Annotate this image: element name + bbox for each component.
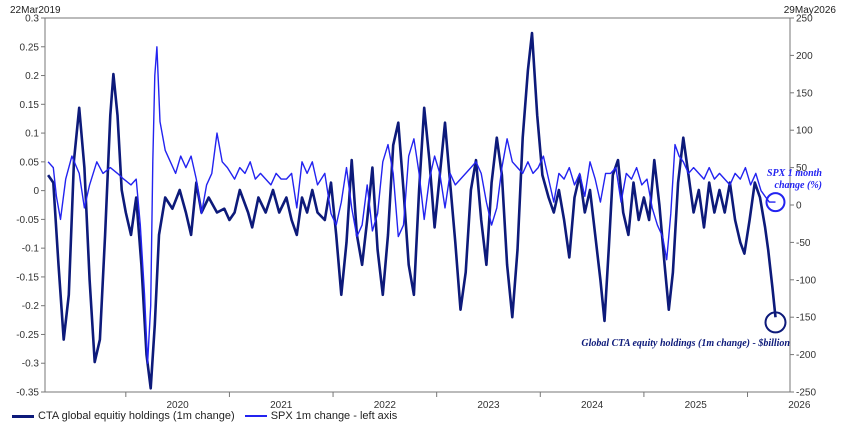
- spx-annotation-line1: SPX 1 month: [767, 168, 822, 179]
- cta-annotation: Global CTA equity holdings (1m change) -…: [581, 338, 790, 349]
- left-tick-label: -0.35: [16, 388, 39, 399]
- x-axis: 2020 2021 2022 2023 2024 2025 2026: [125, 392, 811, 411]
- legend-item-spx: SPX 1m change - left axis: [244, 410, 398, 422]
- left-tick-label: 0.2: [25, 71, 39, 82]
- left-tick-label: -0.1: [22, 244, 40, 255]
- left-tick-label: 0.15: [20, 100, 40, 111]
- left-tick-label: 0: [33, 186, 39, 197]
- series-markers: [764, 192, 787, 334]
- legend: CTA global equitiy holdings (1m change) …: [12, 410, 397, 422]
- left-tick-label: 0.25: [20, 42, 40, 53]
- end-date-label: 29May2026: [784, 5, 837, 16]
- right-tick-label: 0: [796, 201, 802, 212]
- left-tick-label: 0.1: [25, 129, 39, 140]
- legend-label-cta: CTA global equitiy holdings (1m change): [38, 410, 235, 422]
- x-tick-label: 2021: [270, 400, 293, 411]
- right-tick-label: -250: [796, 388, 816, 399]
- start-date-label: 22Mar2019: [10, 5, 61, 16]
- legend-swatch-cta: [12, 414, 34, 418]
- x-tick-label: 2024: [581, 400, 604, 411]
- left-tick-label: -0.15: [16, 272, 39, 283]
- right-tick-label: -50: [796, 238, 811, 249]
- legend-swatch-spx: [244, 415, 267, 417]
- left-tick-label: 0.05: [20, 157, 40, 168]
- left-tick-label: -0.25: [16, 330, 39, 341]
- left-tick-label: 0.3: [25, 14, 39, 25]
- right-tick-label: -100: [796, 275, 816, 286]
- right-axis: 250 200 150 100 50 0 -50 -100 -150 -200 -250: [790, 14, 816, 399]
- right-tick-label: 50: [796, 163, 808, 174]
- right-tick-label: 100: [796, 126, 813, 137]
- x-tick-label: 2025: [685, 400, 708, 411]
- spx-end-marker: [765, 192, 786, 213]
- legend-label-spx: SPX 1m change - left axis: [270, 410, 398, 422]
- right-tick-label: 200: [796, 51, 813, 62]
- left-tick-label: -0.2: [22, 301, 40, 312]
- legend-item-cta: CTA global equitiy holdings (1m change): [12, 410, 235, 422]
- left-tick-label: -0.05: [16, 215, 39, 226]
- left-tick-label: -0.3: [22, 359, 40, 370]
- right-tick-label: 150: [796, 88, 813, 99]
- right-tick-label: -150: [796, 313, 816, 324]
- x-tick-label: 2026: [788, 400, 811, 411]
- left-axis: 0.3 0.25 0.2 0.15 0.1 0.05 0 -0.05 -0.1 -0.15 -0.2…: [16, 14, 45, 399]
- spx-annotation-line2: change (%): [775, 180, 823, 191]
- spx-series-line: [47, 46, 776, 364]
- series-lines: [47, 31, 777, 390]
- right-tick-label: 250: [796, 14, 813, 25]
- cta-series-line: [47, 31, 777, 390]
- right-tick-label: -200: [796, 350, 816, 361]
- x-tick-label: 2023: [477, 400, 500, 411]
- cta-end-marker: [764, 311, 787, 334]
- x-tick-label: 2022: [374, 400, 397, 411]
- x-tick-label: 2020: [167, 400, 190, 411]
